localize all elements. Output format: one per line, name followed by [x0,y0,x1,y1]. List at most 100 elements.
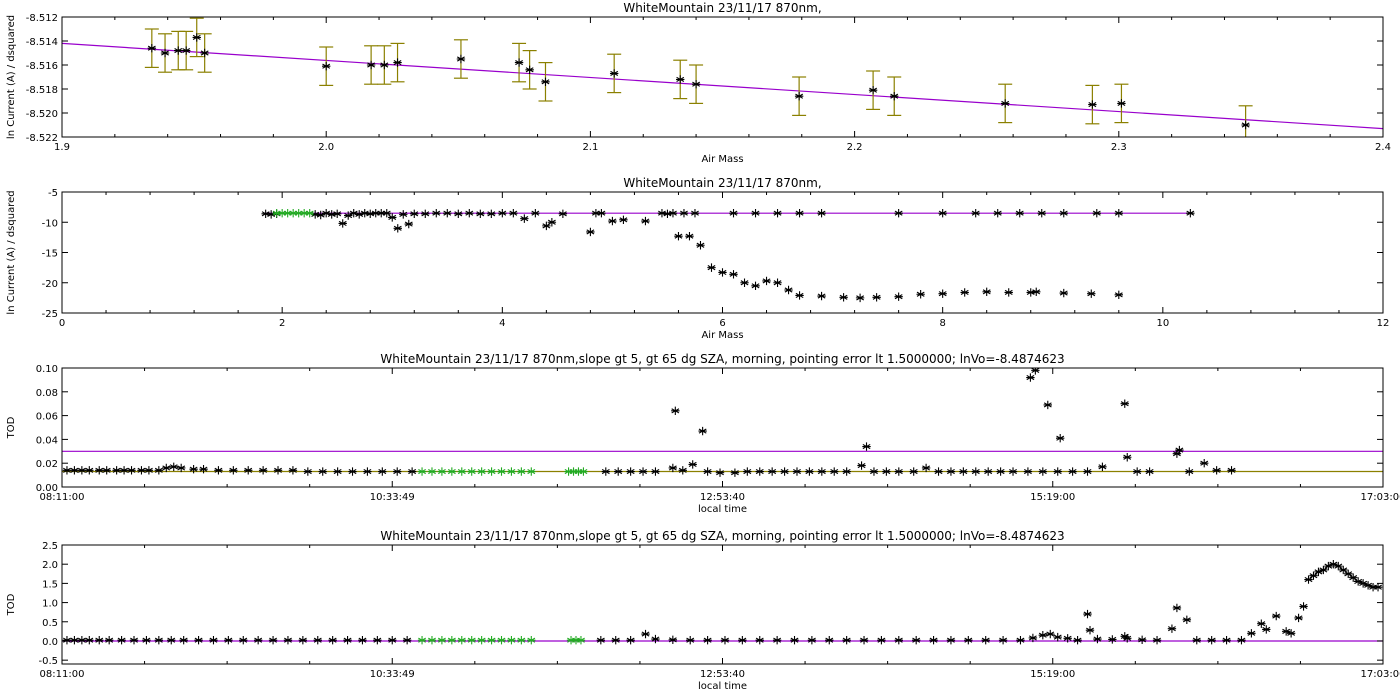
data-point [638,467,648,476]
data-point [181,46,191,55]
data-point [571,636,581,645]
data-point [921,463,931,473]
data-point [1172,603,1182,613]
data-point [144,466,154,475]
data-point [1309,571,1318,580]
data-point [244,466,253,475]
data-point [1192,636,1201,645]
y-tick-label: 0.04 [36,435,58,446]
data-point [358,636,367,645]
data-point [1123,453,1132,462]
data-point [755,636,764,645]
data-point [1373,583,1383,592]
y-tick-label: 2.0 [42,560,58,571]
axes-frame [61,191,1384,314]
plot-area [62,17,1383,137]
data-point [869,467,879,476]
data-point [1117,99,1126,108]
data-point [525,65,534,74]
x-tick-label: 08:11:00 [40,492,85,503]
data-point [348,467,357,476]
data-point [507,636,516,645]
data-point [1046,629,1055,639]
x-tick-label: 6 [719,318,725,329]
data-point [179,636,188,645]
data-point [1056,434,1065,443]
data-point [333,209,342,218]
data-point [668,463,678,473]
data-point [872,293,881,302]
data-point [509,208,518,218]
data-point [338,219,347,228]
data-point [959,467,968,476]
data-point [467,636,476,645]
data-point [1085,626,1095,635]
data-point [117,636,126,645]
data-point [1314,567,1323,577]
x-tick-label: 12:53:40 [700,492,745,503]
data-point [641,216,650,226]
data-point [154,466,164,475]
x-tick-label: 10 [1156,318,1169,329]
data-point [498,208,507,218]
data-point [1087,289,1096,298]
data-point [790,636,799,645]
chart-panel-3: WhiteMountain 23/11/17 870nm,slope gt 5,… [6,352,1400,515]
data-point [608,216,617,226]
x-tick-label: 0 [59,318,65,329]
data-point [686,636,695,645]
data-point [224,636,233,645]
x-tick-label: 15:19:00 [1030,492,1075,503]
data-point [457,467,466,476]
data-point [421,209,430,218]
data-point [1023,467,1033,476]
x-axis-label: Air Mass [701,154,743,165]
data-point [447,467,457,476]
data-point [402,636,412,645]
x-tick-label: 17:03:00 [1361,492,1400,503]
y-tick-label: -8.514 [26,37,58,48]
data-point [609,69,619,78]
data-point [825,636,834,645]
data-point [327,210,336,219]
data-point [266,210,276,219]
data-point [70,636,79,645]
data-point [189,464,198,474]
data-point [740,278,749,287]
data-point [1237,636,1246,645]
data-point [651,467,660,476]
data-point [817,208,826,218]
data-point [1349,573,1358,582]
data-point [410,209,419,218]
data-point [1222,636,1231,645]
data-point [1132,467,1142,476]
chart-title: WhiteMountain 23/11/17 870nm,slope gt 5,… [380,529,1064,543]
y-tick-label: 0.08 [36,388,58,399]
data-point [239,636,248,645]
data-point [715,468,725,477]
data-point [137,466,146,475]
data-point [743,467,752,476]
data-point [194,636,203,645]
data-point [1028,633,1038,643]
data-point [456,54,466,64]
data-point [751,281,760,290]
data-point [1339,565,1348,575]
data-point [1083,467,1092,476]
data-point [794,92,804,101]
data-point [690,208,700,218]
data-point [773,208,782,218]
data-point [393,58,402,67]
data-point [427,467,437,476]
data-point [795,208,804,218]
data-point [707,263,716,272]
data-point [751,208,760,218]
data-point [77,466,87,475]
data-point [1207,636,1216,645]
data-point [283,208,292,218]
plot-area [62,559,1383,645]
data-point [214,466,223,475]
data-point [1114,290,1123,300]
data-point [174,46,183,55]
data-point [313,636,322,645]
